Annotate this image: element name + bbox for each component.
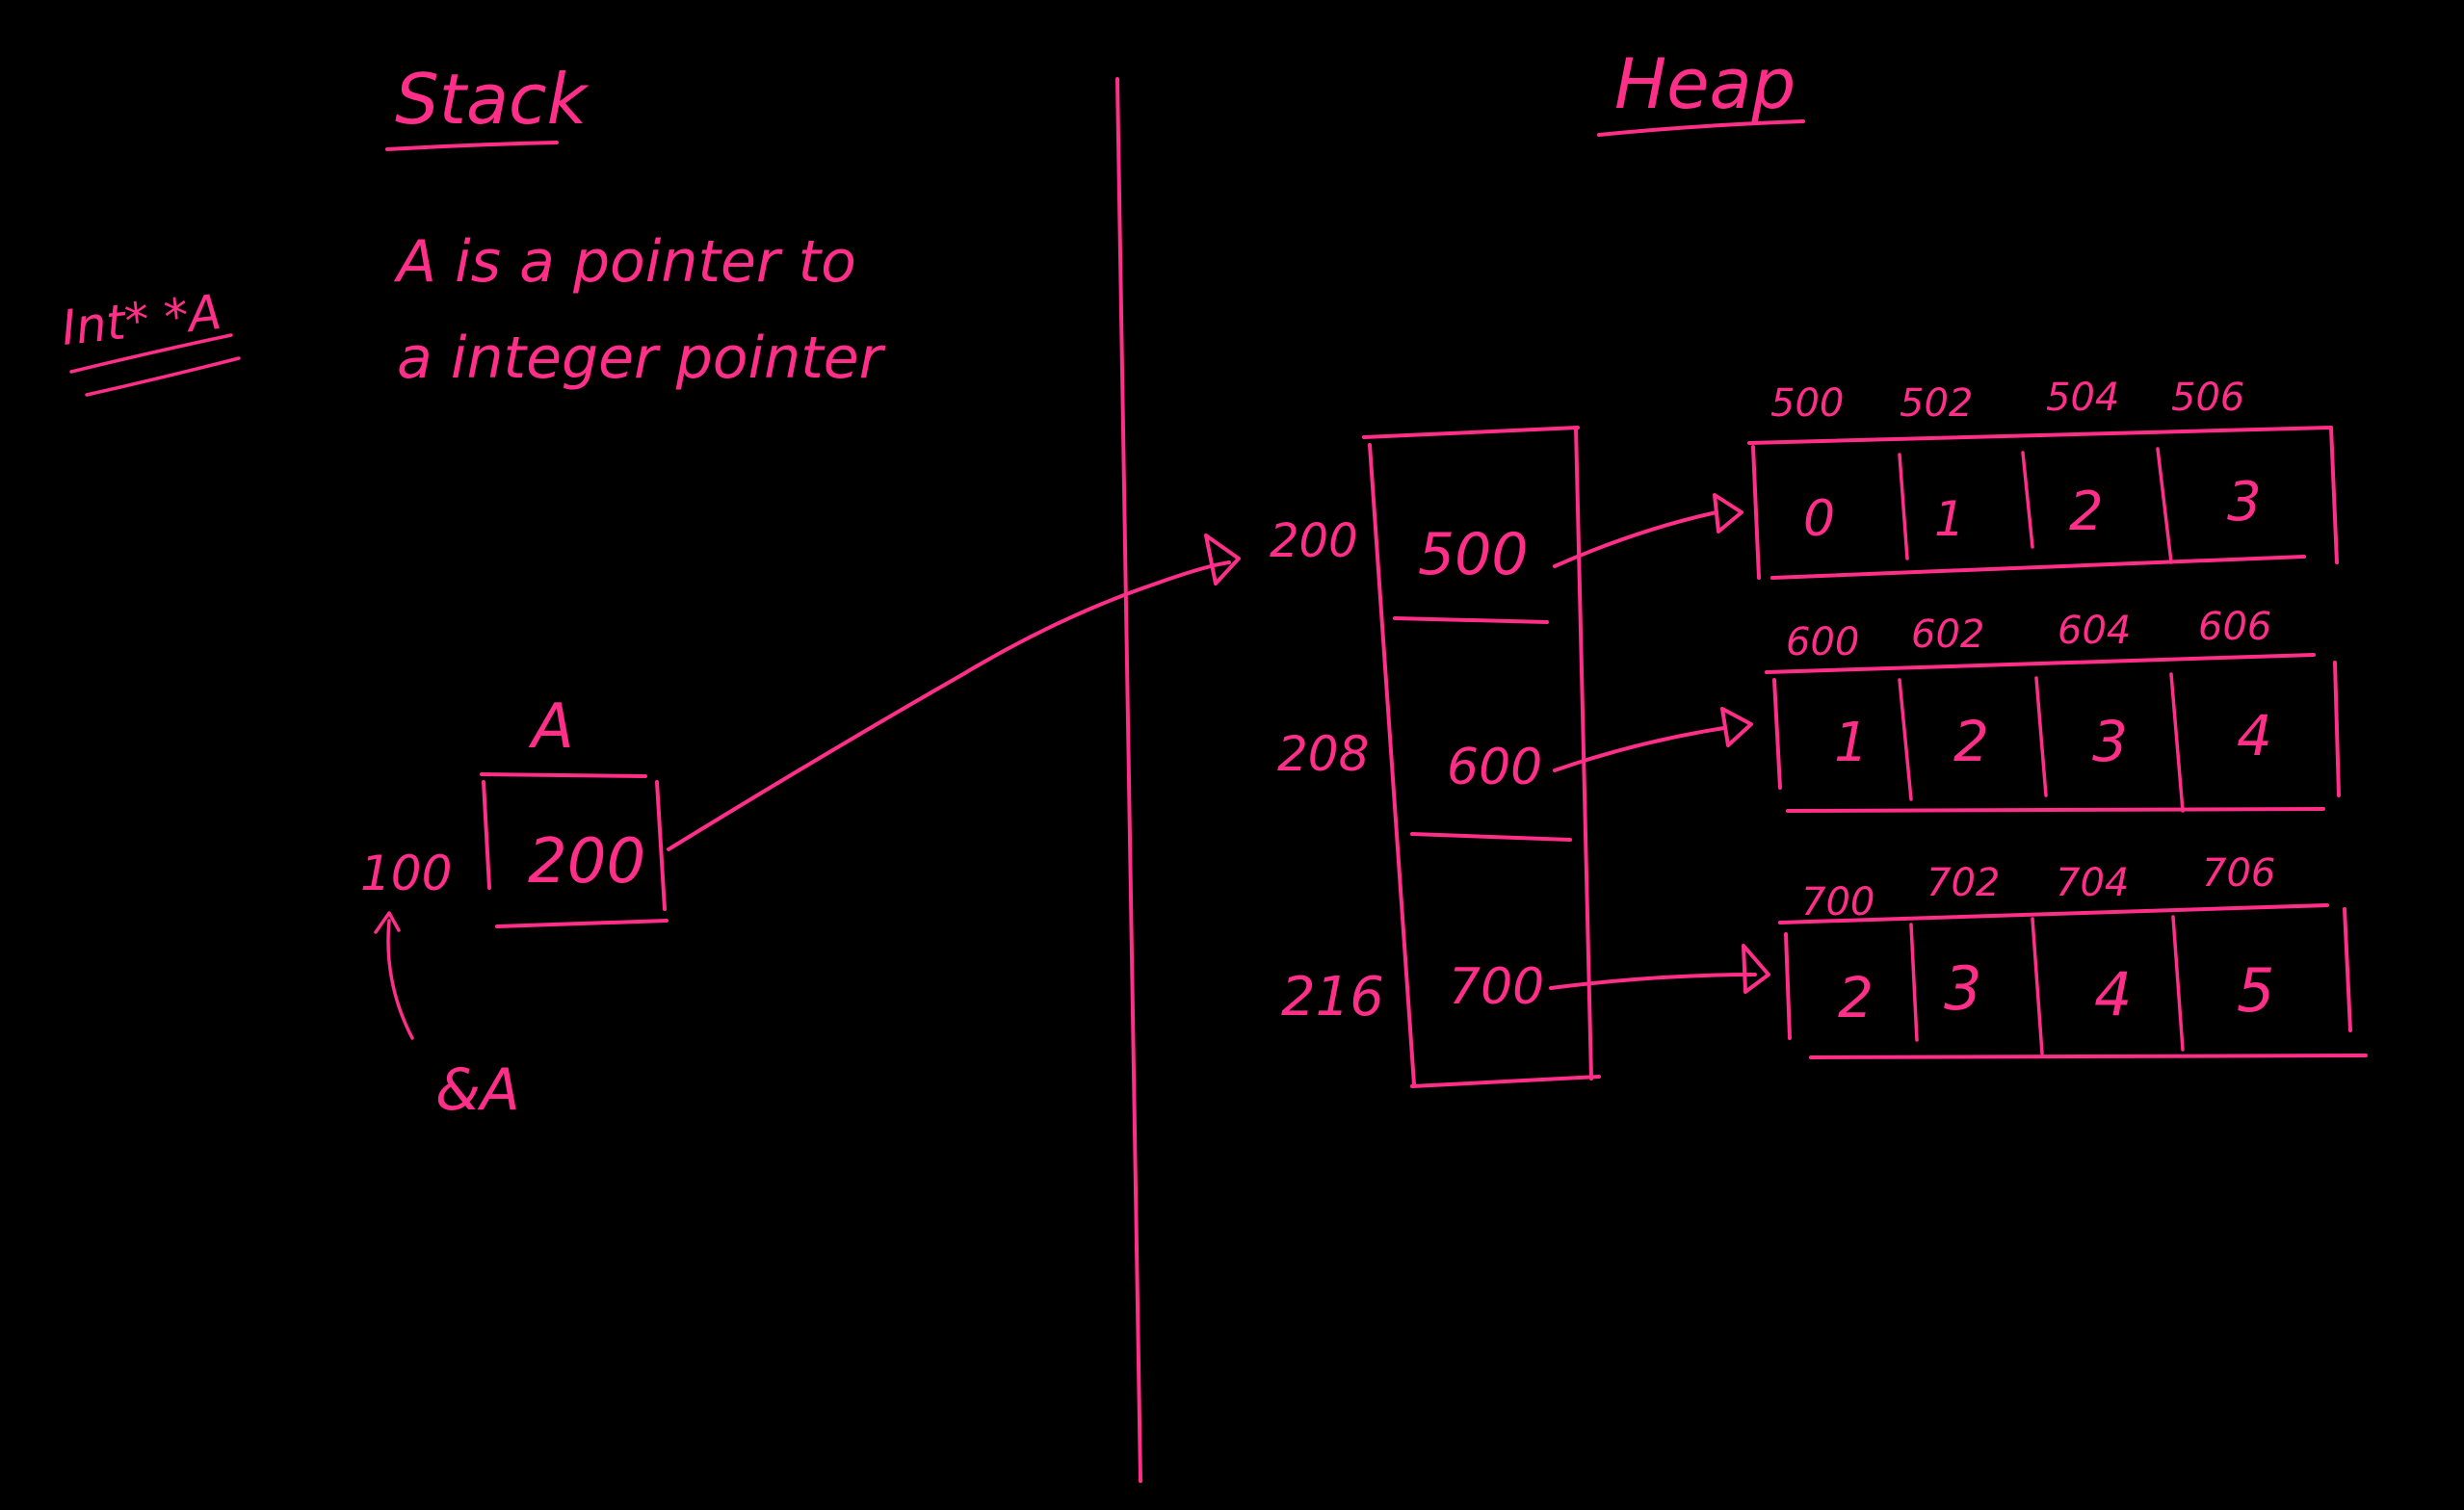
stack-title: Stack [395,59,590,140]
array-2-address-2: 704 [2056,861,2129,905]
array-1-top [1765,653,2316,674]
array-0-right [2329,426,2339,564]
array-0-address-3: 506 [2171,376,2244,420]
array-1-address-0: 600 [1786,620,1859,664]
array-0-value-3: 3 [2227,471,2262,534]
array-0-cell-div-3 [2156,447,2173,564]
array-1-cell-div-2 [2034,676,2048,797]
pointer-address-0: 200 [1270,514,1358,568]
address-of-arrow [386,919,414,1040]
var-a-box-bottom [495,919,668,928]
array-0-value-1: 1 [1934,491,1965,547]
array-1-address-1: 602 [1911,612,1984,657]
array-2-cell-div-2 [2031,917,2044,1055]
array-2-cell-div-3 [2171,915,2185,1052]
heap-section: Heap 200 208 216 500 600 700 [1270,43,2368,1088]
array-1-value-1: 2 [1953,709,1989,774]
array-0-left [1751,445,1761,580]
array-0-cell-div-2 [2021,451,2034,549]
array-2-right [2343,907,2352,1032]
pointer-array-top [1362,426,1580,439]
array-2-bottom [1809,1054,2368,1059]
array-2-address-1: 702 [1927,861,2000,905]
var-a-box-right [655,780,667,911]
pointer-value-0: 500 [1418,521,1529,588]
array-1-address-2: 604 [2058,609,2131,653]
pointer-address-1: 208 [1277,726,1369,782]
pointer-value-2: 700 [1449,958,1544,1016]
array-0-bottom [1770,555,2306,580]
address-of-arrowhead [374,911,401,934]
var-a-address: 100 [360,846,452,901]
row-arrowhead-2 [1742,944,1770,994]
array-0-address-2: 504 [2046,376,2119,420]
pointer-value-1: 600 [1447,739,1542,796]
array-1-value-3: 4 [2237,703,2272,768]
stack-section: Stack Int* *A A is a pointer to a intege… [59,59,1241,1124]
stack-title-underline [385,141,559,151]
declaration-underline-1 [69,333,233,374]
array-2-top [1778,903,2329,924]
array-1-cell-div-3 [2169,672,2185,813]
array-1-value-0: 1 [1834,712,1869,774]
array-0-value-0: 0 [1803,490,1835,548]
array-2-value-0: 2 [1838,965,1874,1030]
array-0-top [1747,426,2333,445]
var-a-box-top [480,772,647,778]
pointer-array-divider-1 [1393,616,1549,624]
pointer-array-bottom [1410,1075,1601,1088]
array-0-address-1: 502 [1900,381,1973,426]
address-of-label: &A [435,1056,520,1124]
var-a-value: 200 [528,826,645,898]
description-line-1: A is a pointer to [393,228,856,296]
pointer-array-divider-2 [1410,832,1572,842]
pointer-array-left [1368,443,1416,1086]
declaration-label: Int* *A [59,284,223,356]
row-arrowhead-1 [1720,707,1753,747]
array-1-left [1772,678,1782,790]
row-arrowhead-0 [1713,493,1743,534]
heap-title: Heap [1614,43,1796,124]
array-2-cell-div-1 [1909,923,1919,1042]
array-2-value-1: 3 [1944,953,1981,1024]
pointer-address-2: 216 [1281,966,1384,1028]
pointer-array-right [1574,426,1593,1080]
array-0-cell-div-1 [1898,453,1909,560]
array-2-address-3: 706 [2202,851,2275,896]
heap-array-2: 700 702 704 706 2 3 4 5 [1778,851,2368,1059]
array-0-value-2: 2 [2069,481,2104,543]
row-arrow-0 [1553,510,1718,568]
heap-title-underline [1597,119,1805,137]
array-1-bottom [1786,807,2325,813]
var-a-box-left [482,780,491,890]
pointer-arrow-a-to-heap [667,560,1231,851]
description-line-2: a integer pointer [397,325,886,392]
array-0-address-0: 500 [1770,381,1844,426]
array-2-value-2: 4 [2094,959,2132,1029]
array-1-right [2333,661,2341,797]
array-2-left [1784,932,1792,1040]
heap-array-0: 500 502 504 506 0 1 2 3 [1747,376,2339,580]
row-arrow-2 [1549,973,1757,990]
row-arrow-1 [1553,726,1726,772]
pointer-arrowhead-a-to-heap [1204,534,1241,586]
heap-array-1: 600 602 604 606 1 2 3 4 [1765,605,2341,813]
array-1-value-2: 3 [2092,709,2128,774]
pointer-array: 200 208 216 500 600 700 [1270,426,1601,1088]
array-1-cell-div-1 [1898,678,1913,801]
stack-heap-divider [1115,77,1142,1483]
array-2-address-0: 700 [1801,880,1874,924]
array-1-address-3: 606 [2198,605,2271,649]
array-2-value-3: 5 [2237,955,2274,1026]
declaration-underline-2 [85,356,241,397]
var-a-name: A [528,691,574,763]
